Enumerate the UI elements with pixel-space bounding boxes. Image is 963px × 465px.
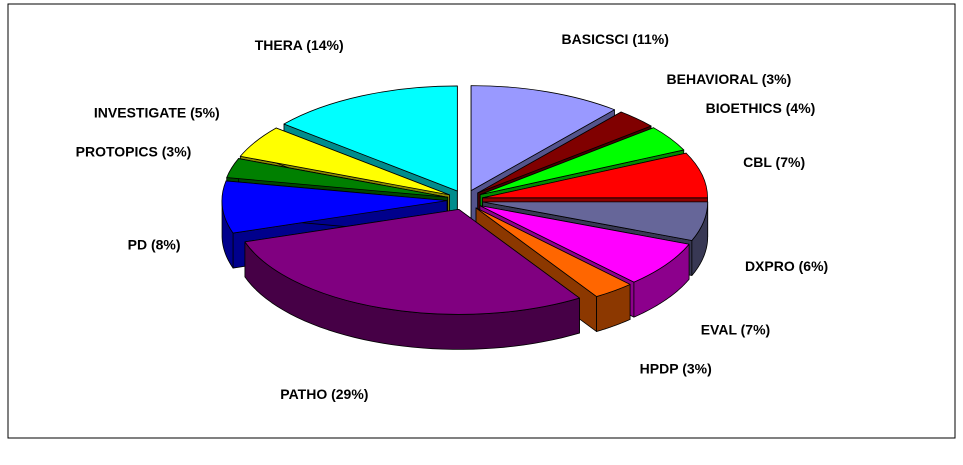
slice-top (226, 158, 449, 198)
category-label: INVESTIGATE (94, 104, 186, 120)
slice-top (477, 111, 652, 194)
slice-top (283, 85, 458, 192)
data-label: PD (8%) (128, 236, 181, 252)
value-label: (5%) (190, 104, 220, 120)
slice-top (475, 207, 631, 297)
slice (244, 209, 580, 350)
value-label: (8%) (151, 236, 181, 252)
value-label: (29%) (331, 386, 368, 402)
value-label: (11%) (632, 31, 669, 47)
data-label: EVAL (7%) (701, 321, 771, 337)
value-label: (7%) (776, 154, 806, 170)
slice-top (479, 205, 690, 283)
value-label: (3%) (162, 143, 192, 159)
slice-top (482, 201, 709, 241)
slice-top (479, 127, 685, 196)
data-label: DXPRO (6%) (745, 258, 828, 274)
value-label: (14%) (306, 37, 343, 53)
category-label: PD (128, 236, 147, 252)
data-label: HPDP (3%) (640, 360, 712, 376)
data-label: THERA (14%) (255, 37, 344, 53)
category-label: PATHO (280, 386, 327, 402)
data-label: BEHAVIORAL (3%) (667, 70, 792, 86)
data-label: BIOETHICS (4%) (706, 100, 816, 116)
slice-top (221, 180, 448, 234)
category-label: HPDP (640, 360, 679, 376)
pie (221, 85, 709, 350)
slice-top (470, 85, 615, 191)
category-label: DXPRO (745, 258, 795, 274)
data-label: BASICSCI (11%) (562, 31, 669, 47)
slice-top (239, 127, 450, 196)
value-label: (3%) (682, 360, 712, 376)
data-label: CBL (7%) (743, 154, 805, 170)
labels: BASICSCI (11%) BEHAVIORAL (3%) BIOETHICS (… (76, 31, 829, 402)
category-label: PROTOPICS (76, 143, 158, 159)
data-label: PATHO (29%) (280, 386, 368, 402)
category-label: CBL (743, 154, 772, 170)
value-label: (4%) (786, 100, 816, 116)
category-label: BASICSCI (562, 31, 629, 47)
category-label: BIOETHICS (706, 100, 782, 116)
value-label: (6%) (799, 258, 829, 274)
value-label: (7%) (741, 321, 771, 337)
value-label: (3%) (762, 70, 792, 86)
category-label: THERA (255, 37, 303, 53)
data-label: INVESTIGATE (5%) (94, 104, 220, 120)
slice-top (482, 152, 708, 199)
data-label: PROTOPICS (3%) (76, 143, 192, 159)
category-label: BEHAVIORAL (667, 70, 759, 86)
category-label: EVAL (701, 321, 738, 337)
slice-top (244, 209, 580, 315)
